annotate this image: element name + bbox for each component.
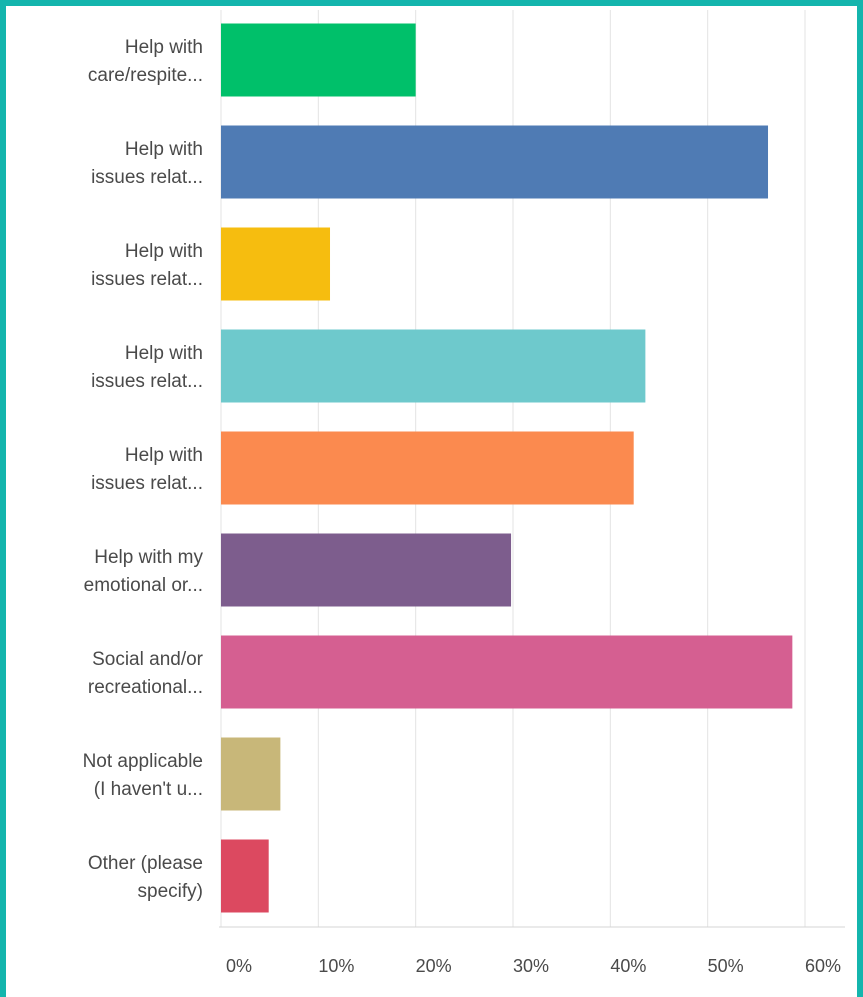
category-label: Help with issues relat...	[91, 241, 203, 290]
x-tick-label: 10%	[318, 956, 354, 976]
category-label: Not applicable (I haven't u...	[83, 751, 203, 800]
bar	[221, 23, 416, 97]
category-label: Other (please specify)	[88, 853, 203, 902]
x-tick-label: 40%	[610, 956, 646, 976]
x-tick-label: 20%	[416, 956, 452, 976]
x-tick-label: 0%	[226, 956, 252, 976]
bar	[221, 227, 331, 301]
category-label: Help with issues relat...	[91, 343, 203, 392]
bar	[221, 533, 512, 607]
bar	[221, 635, 793, 709]
category-label: Help with care/respite...	[88, 37, 203, 86]
category-label: Help with issues relat...	[91, 445, 203, 494]
x-tick-label: 50%	[708, 956, 744, 976]
x-tick-label: 60%	[805, 956, 841, 976]
category-label: Social and/or recreational...	[88, 649, 204, 698]
bar	[221, 431, 634, 505]
bar	[221, 329, 646, 403]
category-label: Help with issues relat...	[91, 139, 203, 188]
x-tick-label: 30%	[513, 956, 549, 976]
bar	[221, 125, 769, 199]
bar	[221, 839, 269, 913]
category-label: Help with my emotional or...	[84, 547, 204, 596]
bar	[221, 737, 281, 811]
